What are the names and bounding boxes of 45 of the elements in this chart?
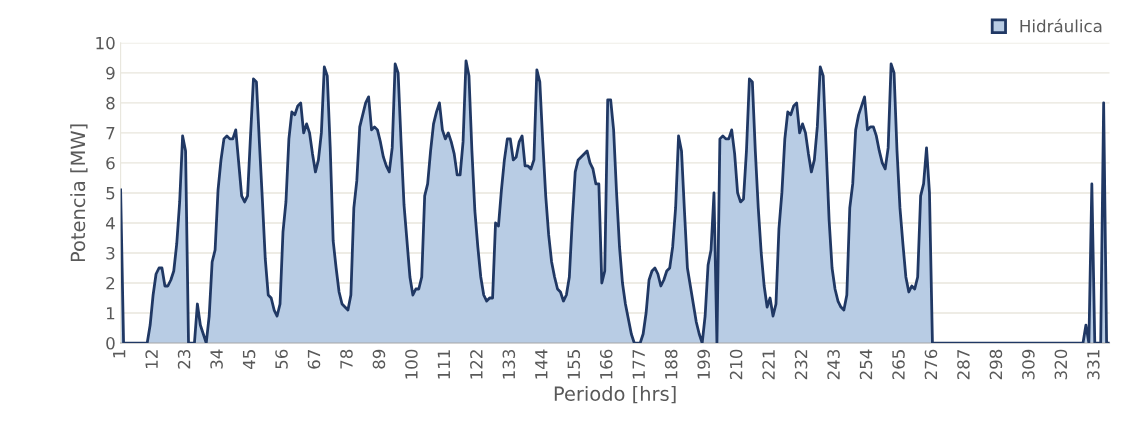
x-tick-label: 331 bbox=[1087, 350, 1100, 380]
x-tick-label: 166 bbox=[599, 349, 613, 379]
x-tick-label: 265 bbox=[892, 350, 905, 380]
x-tick-label: 89 bbox=[372, 349, 386, 369]
x-tick-label: 221 bbox=[762, 350, 775, 380]
x-tick-label: 67 bbox=[307, 350, 321, 369]
y-axis-title: Potencia [MW] bbox=[70, 124, 88, 262]
x-tick-label: 298 bbox=[989, 349, 1003, 380]
x-axis-title: Periodo [hrs] bbox=[554, 385, 676, 404]
x-tick-label: 34 bbox=[210, 349, 223, 369]
y-tick-label: 6 bbox=[106, 156, 115, 170]
x-tick-label: 23 bbox=[177, 349, 191, 369]
x-tick-label: 188 bbox=[664, 349, 678, 379]
y-tick-label: 9 bbox=[106, 66, 115, 80]
x-tick-label: 78 bbox=[340, 349, 353, 369]
legend-label: Hidráulica bbox=[1020, 18, 1102, 33]
x-tick-label: 56 bbox=[275, 349, 288, 369]
x-tick-label: 320 bbox=[1054, 349, 1068, 380]
x-tick-label: 122 bbox=[470, 350, 483, 379]
x-tick-label: 210 bbox=[729, 349, 743, 380]
y-tick-label: 2 bbox=[106, 276, 115, 290]
y-tick-label: 1 bbox=[106, 307, 115, 320]
x-tick-label: 177 bbox=[632, 350, 645, 379]
x-tick-label: 254 bbox=[859, 349, 873, 380]
x-tick-label: 111 bbox=[437, 350, 450, 379]
y-tick-label: 4 bbox=[105, 217, 115, 230]
x-tick-label: 12 bbox=[145, 350, 158, 368]
x-tick-label: 1 bbox=[113, 350, 126, 358]
y-tick-label: 0 bbox=[106, 337, 115, 350]
y-tick-label: 10 bbox=[96, 36, 115, 50]
x-tick-label: 309 bbox=[1022, 349, 1035, 380]
y-tick-label: 8 bbox=[106, 96, 115, 110]
x-tick-label: 287 bbox=[957, 350, 970, 380]
x-tick-label: 276 bbox=[924, 349, 938, 380]
x-tick-label: 243 bbox=[827, 349, 840, 380]
y-tick-label: 7 bbox=[106, 127, 115, 140]
x-tick-label: 199 bbox=[697, 349, 710, 379]
x-tick-label: 45 bbox=[242, 350, 256, 369]
y-tick-label: 3 bbox=[106, 246, 115, 260]
x-tick-label: 155 bbox=[567, 350, 581, 379]
x-tick-label: 100 bbox=[405, 349, 418, 379]
y-tick-label: 5 bbox=[106, 187, 115, 200]
x-tick-label: 232 bbox=[794, 350, 808, 380]
x-tick-label: 144 bbox=[535, 349, 548, 379]
x-tick-label: 133 bbox=[502, 349, 516, 379]
